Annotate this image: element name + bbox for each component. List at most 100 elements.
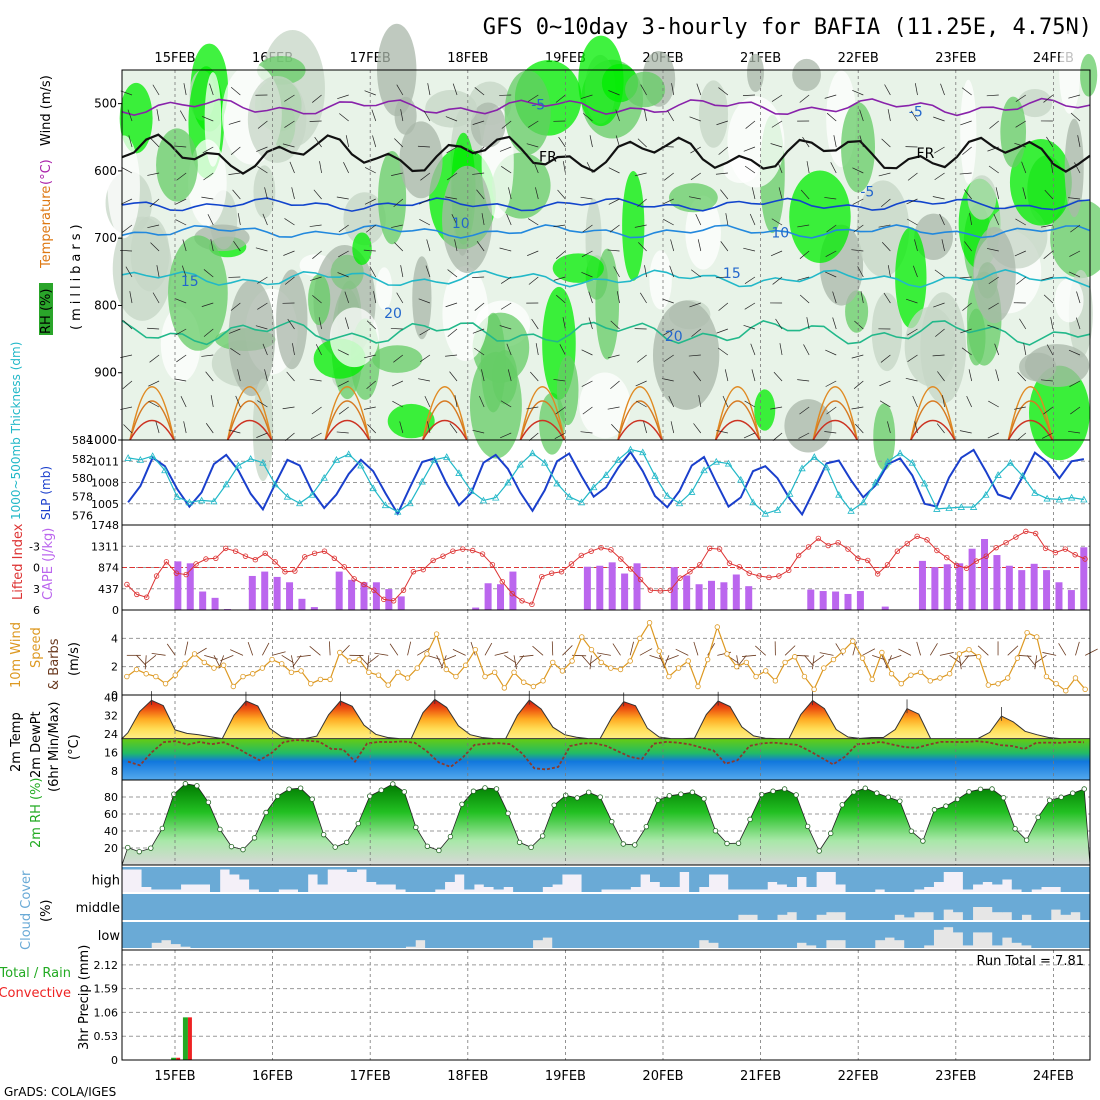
wind-barb bbox=[262, 213, 268, 226]
wind-barb bbox=[1068, 271, 1081, 278]
wind-barb bbox=[500, 302, 512, 310]
wind-barb bbox=[364, 90, 376, 96]
rh2m-marker bbox=[482, 785, 488, 791]
wind-barb bbox=[799, 294, 810, 304]
rh2m-marker bbox=[954, 796, 961, 802]
wind-barb bbox=[933, 302, 945, 308]
cloud-cell bbox=[777, 894, 788, 915]
wind-barb bbox=[554, 432, 566, 439]
cloud-cell bbox=[200, 894, 211, 920]
run-total-annotation: Run Total = 7.81 bbox=[976, 954, 1084, 969]
bottom-date-label: 18FEB bbox=[447, 1069, 488, 1084]
rh2m-marker bbox=[747, 816, 753, 823]
wind-barb bbox=[933, 116, 945, 122]
cloud-cell bbox=[601, 894, 612, 920]
wind-speed-marker bbox=[937, 675, 943, 681]
cloud-cell bbox=[522, 894, 534, 920]
cloud-cell bbox=[601, 922, 612, 948]
wind-barb bbox=[555, 406, 566, 415]
rh2m-marker bbox=[816, 848, 822, 854]
lifted-index-line bbox=[126, 530, 1086, 605]
thickness-marker bbox=[504, 478, 512, 486]
cloud-cell bbox=[170, 867, 182, 890]
surface-wind-barb bbox=[629, 641, 634, 656]
thickness-marker bbox=[394, 507, 402, 515]
wind-barb bbox=[771, 94, 783, 102]
wind-speed-marker bbox=[1024, 629, 1030, 636]
wind-barb bbox=[1076, 317, 1081, 330]
wind-speed-marker bbox=[162, 680, 169, 687]
lifted-index-marker bbox=[331, 555, 338, 561]
wind-barb bbox=[237, 213, 241, 226]
cloud-cell bbox=[483, 922, 494, 948]
cloud-cell bbox=[747, 867, 758, 890]
cloud-cell bbox=[679, 922, 690, 948]
warm-isotherm bbox=[324, 419, 370, 441]
wind-barb bbox=[423, 110, 431, 122]
wind-barb bbox=[148, 380, 160, 387]
wind-speed-marker bbox=[685, 658, 691, 664]
wind-barb bbox=[1046, 136, 1054, 148]
wind-barb bbox=[771, 120, 783, 128]
cape-tick-label: 437 bbox=[98, 583, 119, 596]
cloud-cell bbox=[835, 867, 846, 885]
cloud-cell bbox=[904, 867, 915, 892]
wind-barb bbox=[122, 224, 133, 233]
surface-wind-barb bbox=[166, 643, 176, 656]
cape-bar bbox=[472, 607, 480, 610]
thickness-marker bbox=[651, 472, 659, 479]
wind-barb bbox=[1069, 380, 1081, 388]
cloud-cell bbox=[513, 867, 524, 892]
wind-barb bbox=[1068, 94, 1081, 99]
rh2m-marker bbox=[136, 848, 142, 855]
thickness-label: 1000~500mb Thickness (dm) bbox=[9, 342, 23, 520]
cloud-legend-unit: (%) bbox=[39, 900, 54, 923]
wind-barb bbox=[880, 354, 891, 363]
cloud-cell bbox=[767, 922, 778, 948]
surface-wind-barb bbox=[1026, 655, 1037, 667]
wind-barb bbox=[315, 344, 322, 356]
cape-bar bbox=[819, 591, 827, 610]
rh-cell bbox=[376, 267, 393, 311]
cape-bar bbox=[608, 562, 616, 610]
cape-tick-label: 874 bbox=[98, 562, 119, 575]
thickness-marker bbox=[516, 460, 524, 468]
cloud-cell bbox=[190, 922, 201, 948]
wind-speed-marker bbox=[908, 672, 914, 678]
wind-speed-marker bbox=[404, 675, 411, 681]
rh2m-marker bbox=[770, 788, 776, 794]
lifted-index-marker bbox=[548, 570, 555, 576]
wind-barb bbox=[667, 110, 675, 122]
wind-barb bbox=[237, 369, 241, 382]
surface-wind-barb bbox=[442, 654, 457, 661]
wind-speed-marker bbox=[946, 671, 953, 677]
wind-barb bbox=[580, 196, 593, 200]
wind-barb bbox=[670, 421, 675, 434]
wind-barb bbox=[988, 302, 999, 310]
wind-barb bbox=[1068, 430, 1081, 434]
thickness-marker bbox=[161, 466, 169, 474]
cloud-cell bbox=[914, 894, 925, 913]
wind-barb bbox=[688, 354, 701, 357]
cloud-cell bbox=[405, 867, 416, 892]
wind-barb bbox=[668, 395, 675, 408]
cloud-cell bbox=[552, 867, 563, 885]
temp-tick-label: 8 bbox=[111, 765, 118, 778]
rh-cell bbox=[504, 70, 551, 155]
wind-barb bbox=[663, 354, 674, 363]
rh-cell bbox=[1024, 344, 1090, 387]
wind-barb bbox=[912, 265, 918, 278]
wind-barb bbox=[1019, 318, 1027, 330]
warm-isotherm bbox=[422, 400, 468, 441]
lifted-index-marker bbox=[805, 544, 812, 550]
cape-ylabels: Lifted Index CAPE (J/kg) bbox=[11, 523, 56, 600]
wind-barb bbox=[715, 172, 728, 175]
cloud-cell bbox=[483, 894, 494, 920]
wind-barb bbox=[670, 239, 675, 252]
thickness-marker bbox=[222, 480, 230, 488]
wind-barb bbox=[878, 172, 891, 177]
wind-barb bbox=[716, 430, 728, 434]
wind-barb bbox=[826, 406, 837, 415]
isotherm-line bbox=[121, 224, 1091, 239]
cape-bar bbox=[1030, 563, 1038, 610]
